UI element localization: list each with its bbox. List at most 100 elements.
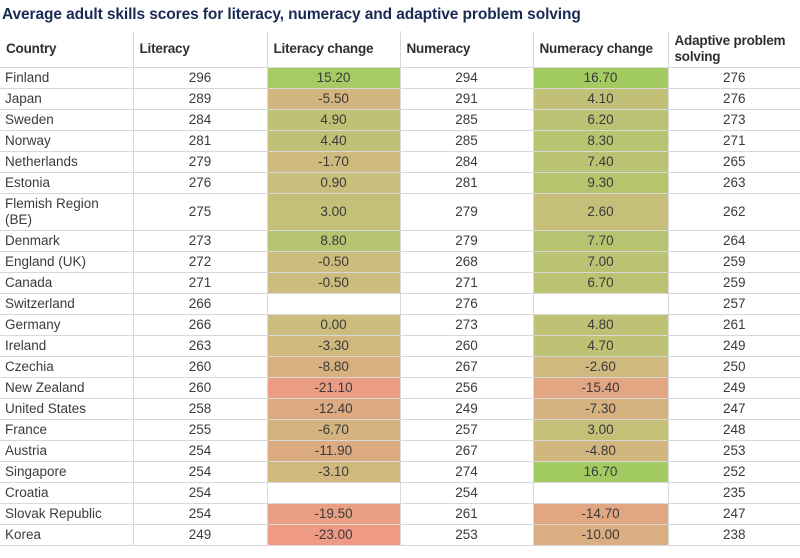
cell-numeracy: 284 [399, 151, 533, 173]
cell-numeracy: 260 [399, 335, 533, 357]
cell-country: Austria [0, 440, 133, 462]
cell-numeracy_change: -4.80 [532, 440, 668, 462]
cell-literacy_change: 0.90 [266, 172, 400, 194]
cell-numeracy_change: 7.00 [532, 251, 668, 273]
cell-adaptive_problem_solving: 250 [667, 356, 800, 378]
cell-numeracy: 279 [399, 230, 533, 252]
column-header-adaptive_problem_solving: Adaptive problem solving [667, 31, 800, 68]
cell-numeracy: 268 [399, 251, 533, 273]
cell-literacy: 254 [132, 482, 267, 504]
cell-literacy: 275 [132, 193, 267, 231]
cell-numeracy_change: 16.70 [532, 461, 668, 483]
cell-numeracy: 267 [399, 356, 533, 378]
cell-numeracy_change: 6.20 [532, 109, 668, 131]
cell-numeracy_change: 4.80 [532, 314, 668, 336]
cell-adaptive_problem_solving: 247 [667, 503, 800, 525]
cell-country: Singapore [0, 461, 133, 483]
cell-numeracy_change: 4.10 [532, 88, 668, 110]
cell-literacy: 266 [132, 314, 267, 336]
cell-literacy_change: -12.40 [266, 398, 400, 420]
table-row: Denmark 273 8.80 279 7.70 264 [0, 230, 800, 252]
cell-literacy_change: -3.10 [266, 461, 400, 483]
cell-adaptive_problem_solving: 271 [667, 130, 800, 152]
cell-numeracy_change [532, 293, 668, 315]
cell-numeracy: 276 [399, 293, 533, 315]
cell-numeracy_change: 6.70 [532, 272, 668, 294]
cell-numeracy_change: 8.30 [532, 130, 668, 152]
chart-title: Average adult skills scores for literacy… [2, 6, 581, 23]
table-row: France 255 -6.70 257 3.00 248 [0, 419, 800, 441]
cell-country: Croatia [0, 482, 133, 504]
cell-literacy_change: 0.00 [266, 314, 400, 336]
cell-adaptive_problem_solving: 259 [667, 251, 800, 273]
table-row: United States 258 -12.40 249 -7.30 247 [0, 398, 800, 420]
cell-adaptive_problem_solving: 276 [667, 88, 800, 110]
cell-numeracy_change: 7.70 [532, 230, 668, 252]
table-row: Norway 281 4.40 285 8.30 271 [0, 130, 800, 152]
cell-adaptive_problem_solving: 252 [667, 461, 800, 483]
cell-country: Czechia [0, 356, 133, 378]
cell-country: France [0, 419, 133, 441]
table-row: Finland 296 15.20 294 16.70 276 [0, 67, 800, 89]
table-row: Czechia 260 -8.80 267 -2.60 250 [0, 356, 800, 378]
cell-numeracy: 294 [399, 67, 533, 89]
cell-literacy: 296 [132, 67, 267, 89]
table-row: Germany 266 0.00 273 4.80 261 [0, 314, 800, 336]
cell-literacy: 273 [132, 230, 267, 252]
cell-adaptive_problem_solving: 249 [667, 377, 800, 399]
cell-country: Netherlands [0, 151, 133, 173]
table-row: Japan 289 -5.50 291 4.10 276 [0, 88, 800, 110]
cell-literacy: 266 [132, 293, 267, 315]
cell-numeracy: 253 [399, 524, 533, 546]
table-row: Netherlands 279 -1.70 284 7.40 265 [0, 151, 800, 173]
cell-numeracy: 281 [399, 172, 533, 194]
cell-literacy_change: -11.90 [266, 440, 400, 462]
cell-country: Flemish Region (BE) [0, 193, 133, 231]
cell-numeracy_change: -2.60 [532, 356, 668, 378]
cell-adaptive_problem_solving: 276 [667, 67, 800, 89]
cell-numeracy: 261 [399, 503, 533, 525]
cell-literacy_change [266, 293, 400, 315]
cell-literacy: 263 [132, 335, 267, 357]
cell-numeracy_change: 3.00 [532, 419, 668, 441]
table-row: Singapore 254 -3.10 274 16.70 252 [0, 461, 800, 483]
cell-country: Denmark [0, 230, 133, 252]
cell-numeracy: 267 [399, 440, 533, 462]
cell-literacy: 249 [132, 524, 267, 546]
column-header-literacy_change: Literacy change [266, 31, 400, 68]
cell-numeracy: 254 [399, 482, 533, 504]
cell-adaptive_problem_solving: 249 [667, 335, 800, 357]
cell-literacy_change: 3.00 [266, 193, 400, 231]
cell-adaptive_problem_solving: 238 [667, 524, 800, 546]
column-header-literacy: Literacy [132, 31, 267, 68]
table-row: England (UK) 272 -0.50 268 7.00 259 [0, 251, 800, 273]
cell-country: Germany [0, 314, 133, 336]
cell-adaptive_problem_solving: 235 [667, 482, 800, 504]
cell-literacy_change: -8.80 [266, 356, 400, 378]
cell-literacy_change [266, 482, 400, 504]
cell-literacy: 260 [132, 377, 267, 399]
cell-adaptive_problem_solving: 259 [667, 272, 800, 294]
table-row: Croatia 254 254 235 [0, 482, 800, 504]
cell-adaptive_problem_solving: 261 [667, 314, 800, 336]
cell-literacy: 289 [132, 88, 267, 110]
cell-literacy: 255 [132, 419, 267, 441]
cell-country: England (UK) [0, 251, 133, 273]
cell-adaptive_problem_solving: 263 [667, 172, 800, 194]
cell-adaptive_problem_solving: 265 [667, 151, 800, 173]
table-body: Finland 296 15.20 294 16.70 276 Japan 289 -5.50 2… [0, 67, 800, 546]
cell-literacy_change: 4.90 [266, 109, 400, 131]
cell-country: Japan [0, 88, 133, 110]
cell-numeracy: 257 [399, 419, 533, 441]
cell-literacy_change: 15.20 [266, 67, 400, 89]
cell-numeracy_change: 16.70 [532, 67, 668, 89]
cell-literacy_change: -21.10 [266, 377, 400, 399]
cell-numeracy_change: 2.60 [532, 193, 668, 231]
cell-numeracy: 279 [399, 193, 533, 231]
cell-country: Norway [0, 130, 133, 152]
table-row: Estonia 276 0.90 281 9.30 263 [0, 172, 800, 194]
header-row: Country Literacy Literacy change Numeracy Nu… [0, 31, 800, 68]
table-row: New Zealand 260 -21.10 256 -15.40 249 [0, 377, 800, 399]
cell-country: Ireland [0, 335, 133, 357]
cell-adaptive_problem_solving: 262 [667, 193, 800, 231]
